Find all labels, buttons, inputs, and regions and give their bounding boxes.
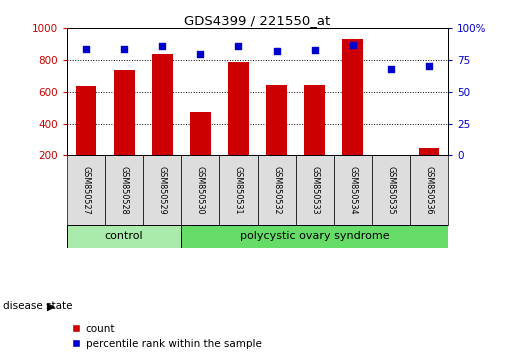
- FancyBboxPatch shape: [410, 155, 448, 225]
- Text: GSM850529: GSM850529: [158, 166, 167, 215]
- FancyBboxPatch shape: [334, 155, 372, 225]
- FancyBboxPatch shape: [181, 225, 448, 248]
- Bar: [381, 162, 401, 187]
- Point: [425, 64, 433, 69]
- Bar: [304, 85, 325, 187]
- Bar: [76, 86, 96, 187]
- Point: [120, 46, 128, 51]
- FancyBboxPatch shape: [372, 155, 410, 225]
- FancyBboxPatch shape: [296, 155, 334, 225]
- Point: [234, 43, 243, 49]
- Text: GSM850527: GSM850527: [81, 166, 91, 215]
- Text: GSM850535: GSM850535: [386, 166, 396, 215]
- FancyBboxPatch shape: [67, 225, 181, 248]
- Text: GSM850536: GSM850536: [424, 166, 434, 214]
- FancyBboxPatch shape: [219, 155, 258, 225]
- Point: [349, 42, 357, 48]
- Text: control: control: [105, 231, 143, 241]
- Point: [272, 48, 281, 54]
- Text: ▶: ▶: [47, 302, 56, 312]
- FancyBboxPatch shape: [67, 155, 105, 225]
- Bar: [419, 148, 439, 187]
- FancyBboxPatch shape: [143, 155, 181, 225]
- Point: [82, 46, 90, 51]
- Point: [387, 66, 395, 72]
- Text: GSM850532: GSM850532: [272, 166, 281, 215]
- Bar: [342, 39, 363, 187]
- Text: GSM850531: GSM850531: [234, 166, 243, 214]
- Title: GDS4399 / 221550_at: GDS4399 / 221550_at: [184, 14, 331, 27]
- Text: polycystic ovary syndrome: polycystic ovary syndrome: [240, 231, 389, 241]
- Text: GSM850533: GSM850533: [310, 166, 319, 214]
- FancyBboxPatch shape: [258, 155, 296, 225]
- Text: GSM850528: GSM850528: [119, 166, 129, 215]
- Bar: [190, 112, 211, 187]
- Bar: [228, 62, 249, 187]
- Text: GSM850530: GSM850530: [196, 166, 205, 214]
- Text: disease state: disease state: [3, 301, 72, 311]
- Point: [196, 51, 204, 57]
- FancyBboxPatch shape: [181, 155, 219, 225]
- Text: GSM850534: GSM850534: [348, 166, 357, 214]
- Bar: [152, 54, 173, 187]
- Bar: [266, 85, 287, 187]
- Bar: [114, 70, 134, 187]
- Point: [158, 43, 166, 49]
- Point: [311, 47, 319, 53]
- FancyBboxPatch shape: [105, 155, 143, 225]
- Legend: count, percentile rank within the sample: count, percentile rank within the sample: [72, 324, 262, 349]
